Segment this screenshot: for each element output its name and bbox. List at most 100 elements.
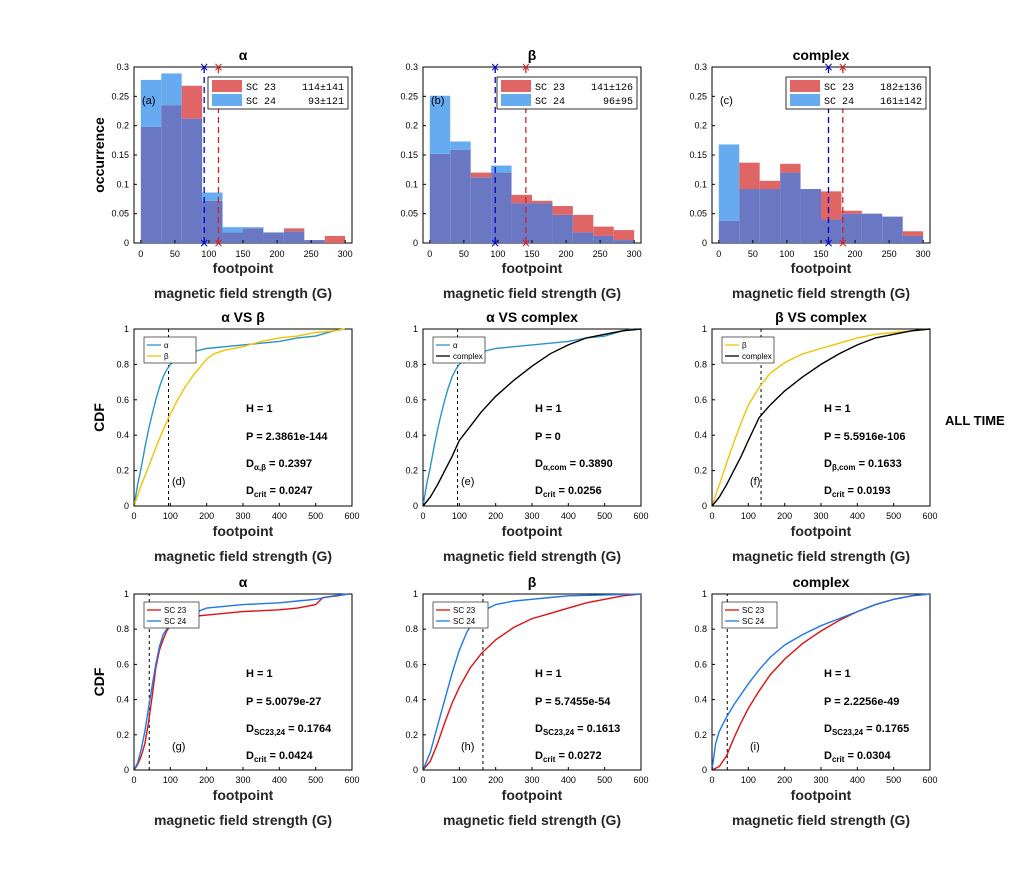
mean-marker-bottom: × [823,236,833,250]
hist-bar-overlap [902,235,924,243]
hist-bar-sc24 [222,227,243,233]
hist-bar-sc24 [140,79,162,127]
x-tick-label: 200 [488,511,503,521]
x-tick-label: 250 [304,249,319,259]
legend-label-sc23: SC 23 [246,83,276,94]
y-tick-label: 0.8 [116,624,129,634]
hist-bar-overlap [572,232,594,243]
y-tick-label: 1 [702,324,707,334]
panel-e: α complex 0 100 200 300 400 500 600 0 0.2 0.4 0.6 0.8… [405,309,648,564]
x-axis-label: footpoint [502,787,563,803]
hist-bar-sc23 [532,200,553,204]
x-tick-label: 300 [627,249,642,259]
y-tick-label: 0.4 [405,695,418,705]
panel-i: SC 23 SC 24 0 100 200 300 400 500 600 0 0.2 0.4 0.6 0… [694,574,937,828]
legend-box [143,601,200,629]
stat-dcrit: Dcrit = 0.0256 [535,485,602,499]
cdf-line-β [133,328,345,507]
hist-bar-overlap [222,232,243,243]
x-axis-label-2: magnetic field strength (G) [443,812,621,828]
stat-h: H = 1 [535,668,562,680]
panel-b: × × × × SC 23 141±126 SC 24 96±95 0 50 100 150 200 25… [400,47,641,301]
y-tick-label: 1 [124,589,129,599]
legend-value-sc23: 114±141 [302,83,344,94]
y-axis-label: CDF [91,403,107,432]
panel-title: α [239,574,248,590]
y-tick-label: 0 [124,765,129,775]
hist-bar-sc24 [718,144,740,221]
x-tick-label: 600 [922,775,937,785]
hist-bar-overlap [759,189,781,243]
x-tick-label: 150 [235,249,250,259]
stat-p: P = 2.2256e-49 [824,696,899,708]
x-axis-label-2: magnetic field strength (G) [154,548,332,564]
legend-label: β [164,352,169,361]
panel-label: (c) [720,95,733,107]
mean-marker-bottom: × [199,236,209,250]
x-tick-label: 400 [850,775,865,785]
y-tick-label: 0.2 [405,466,418,476]
x-tick-label: 600 [922,511,937,521]
y-axis-label: CDF [91,667,107,696]
y-tick-label: 1 [702,589,707,599]
hist-bar-overlap [470,177,492,243]
hist-bar-overlap [450,149,471,243]
mean-marker-bottom: × [213,236,223,250]
x-tick-label: 200 [777,511,792,521]
panel-title: complex [793,574,850,590]
x-axis-label: footpoint [213,260,274,276]
hist-bar-overlap [718,220,740,243]
panel-label: (h) [461,741,474,753]
x-tick-label: 100 [779,249,794,259]
y-tick-label: 0 [702,765,707,775]
y-tick-label: 0.8 [694,624,707,634]
panel-label: (d) [172,476,185,488]
y-tick-label: 0.6 [405,659,418,669]
y-tick-label: 0.2 [694,466,707,476]
hist-bar-sc24 [161,73,182,106]
x-tick-label: 100 [452,775,467,785]
x-tick-label: 0 [709,775,714,785]
hist-bar-overlap [283,231,305,243]
x-axis-label: footpoint [791,787,852,803]
x-tick-label: 150 [813,249,828,259]
x-tick-label: 300 [338,249,353,259]
x-tick-label: 200 [777,775,792,785]
x-tick-label: 200 [199,511,214,521]
stat-p: P = 0 [535,431,561,443]
hist-bar-overlap [861,213,883,243]
x-tick-label: 400 [272,775,287,785]
mean-marker-bottom: × [490,236,500,250]
y-tick-label: 1 [124,324,129,334]
hist-bar-sc23 [821,191,842,220]
mean-marker-top: × [838,60,848,74]
legend-label-sc24: SC 24 [824,97,854,108]
y-tick-label: 0.2 [694,730,707,740]
x-tick-label: 600 [633,775,648,785]
hist-bar-overlap [821,219,842,243]
legend-label: complex [742,352,772,361]
mean-marker-top: × [521,60,531,74]
x-tick-label: 400 [272,511,287,521]
x-tick-label: 100 [741,511,756,521]
stat-h: H = 1 [246,403,273,415]
x-tick-label: 0 [420,775,425,785]
stat-d: DSC23,24 = 0.1613 [535,723,620,737]
y-tick-label: 0.3 [405,62,418,72]
hist-bar-sc23 [613,230,635,241]
hist-bar-sc23 [572,214,594,233]
all-time-label: ALL TIME [945,413,1005,428]
mean-marker-top: × [213,60,223,74]
y-tick-label: 0 [124,238,129,248]
hist-bar-sc24 [202,192,223,201]
x-tick-label: 250 [593,249,608,259]
hist-bar-overlap [181,118,203,243]
legend-swatch-sc23 [790,80,820,92]
y-tick-label: 0.25 [689,91,707,101]
panel-title: α VS complex [486,309,578,325]
hist-bar-overlap [552,214,573,243]
cdf-line-sc24 [711,593,931,771]
y-tick-label: 0.2 [694,121,707,131]
hist-bar-sc24 [429,95,451,154]
x-axis-label: footpoint [502,523,563,539]
